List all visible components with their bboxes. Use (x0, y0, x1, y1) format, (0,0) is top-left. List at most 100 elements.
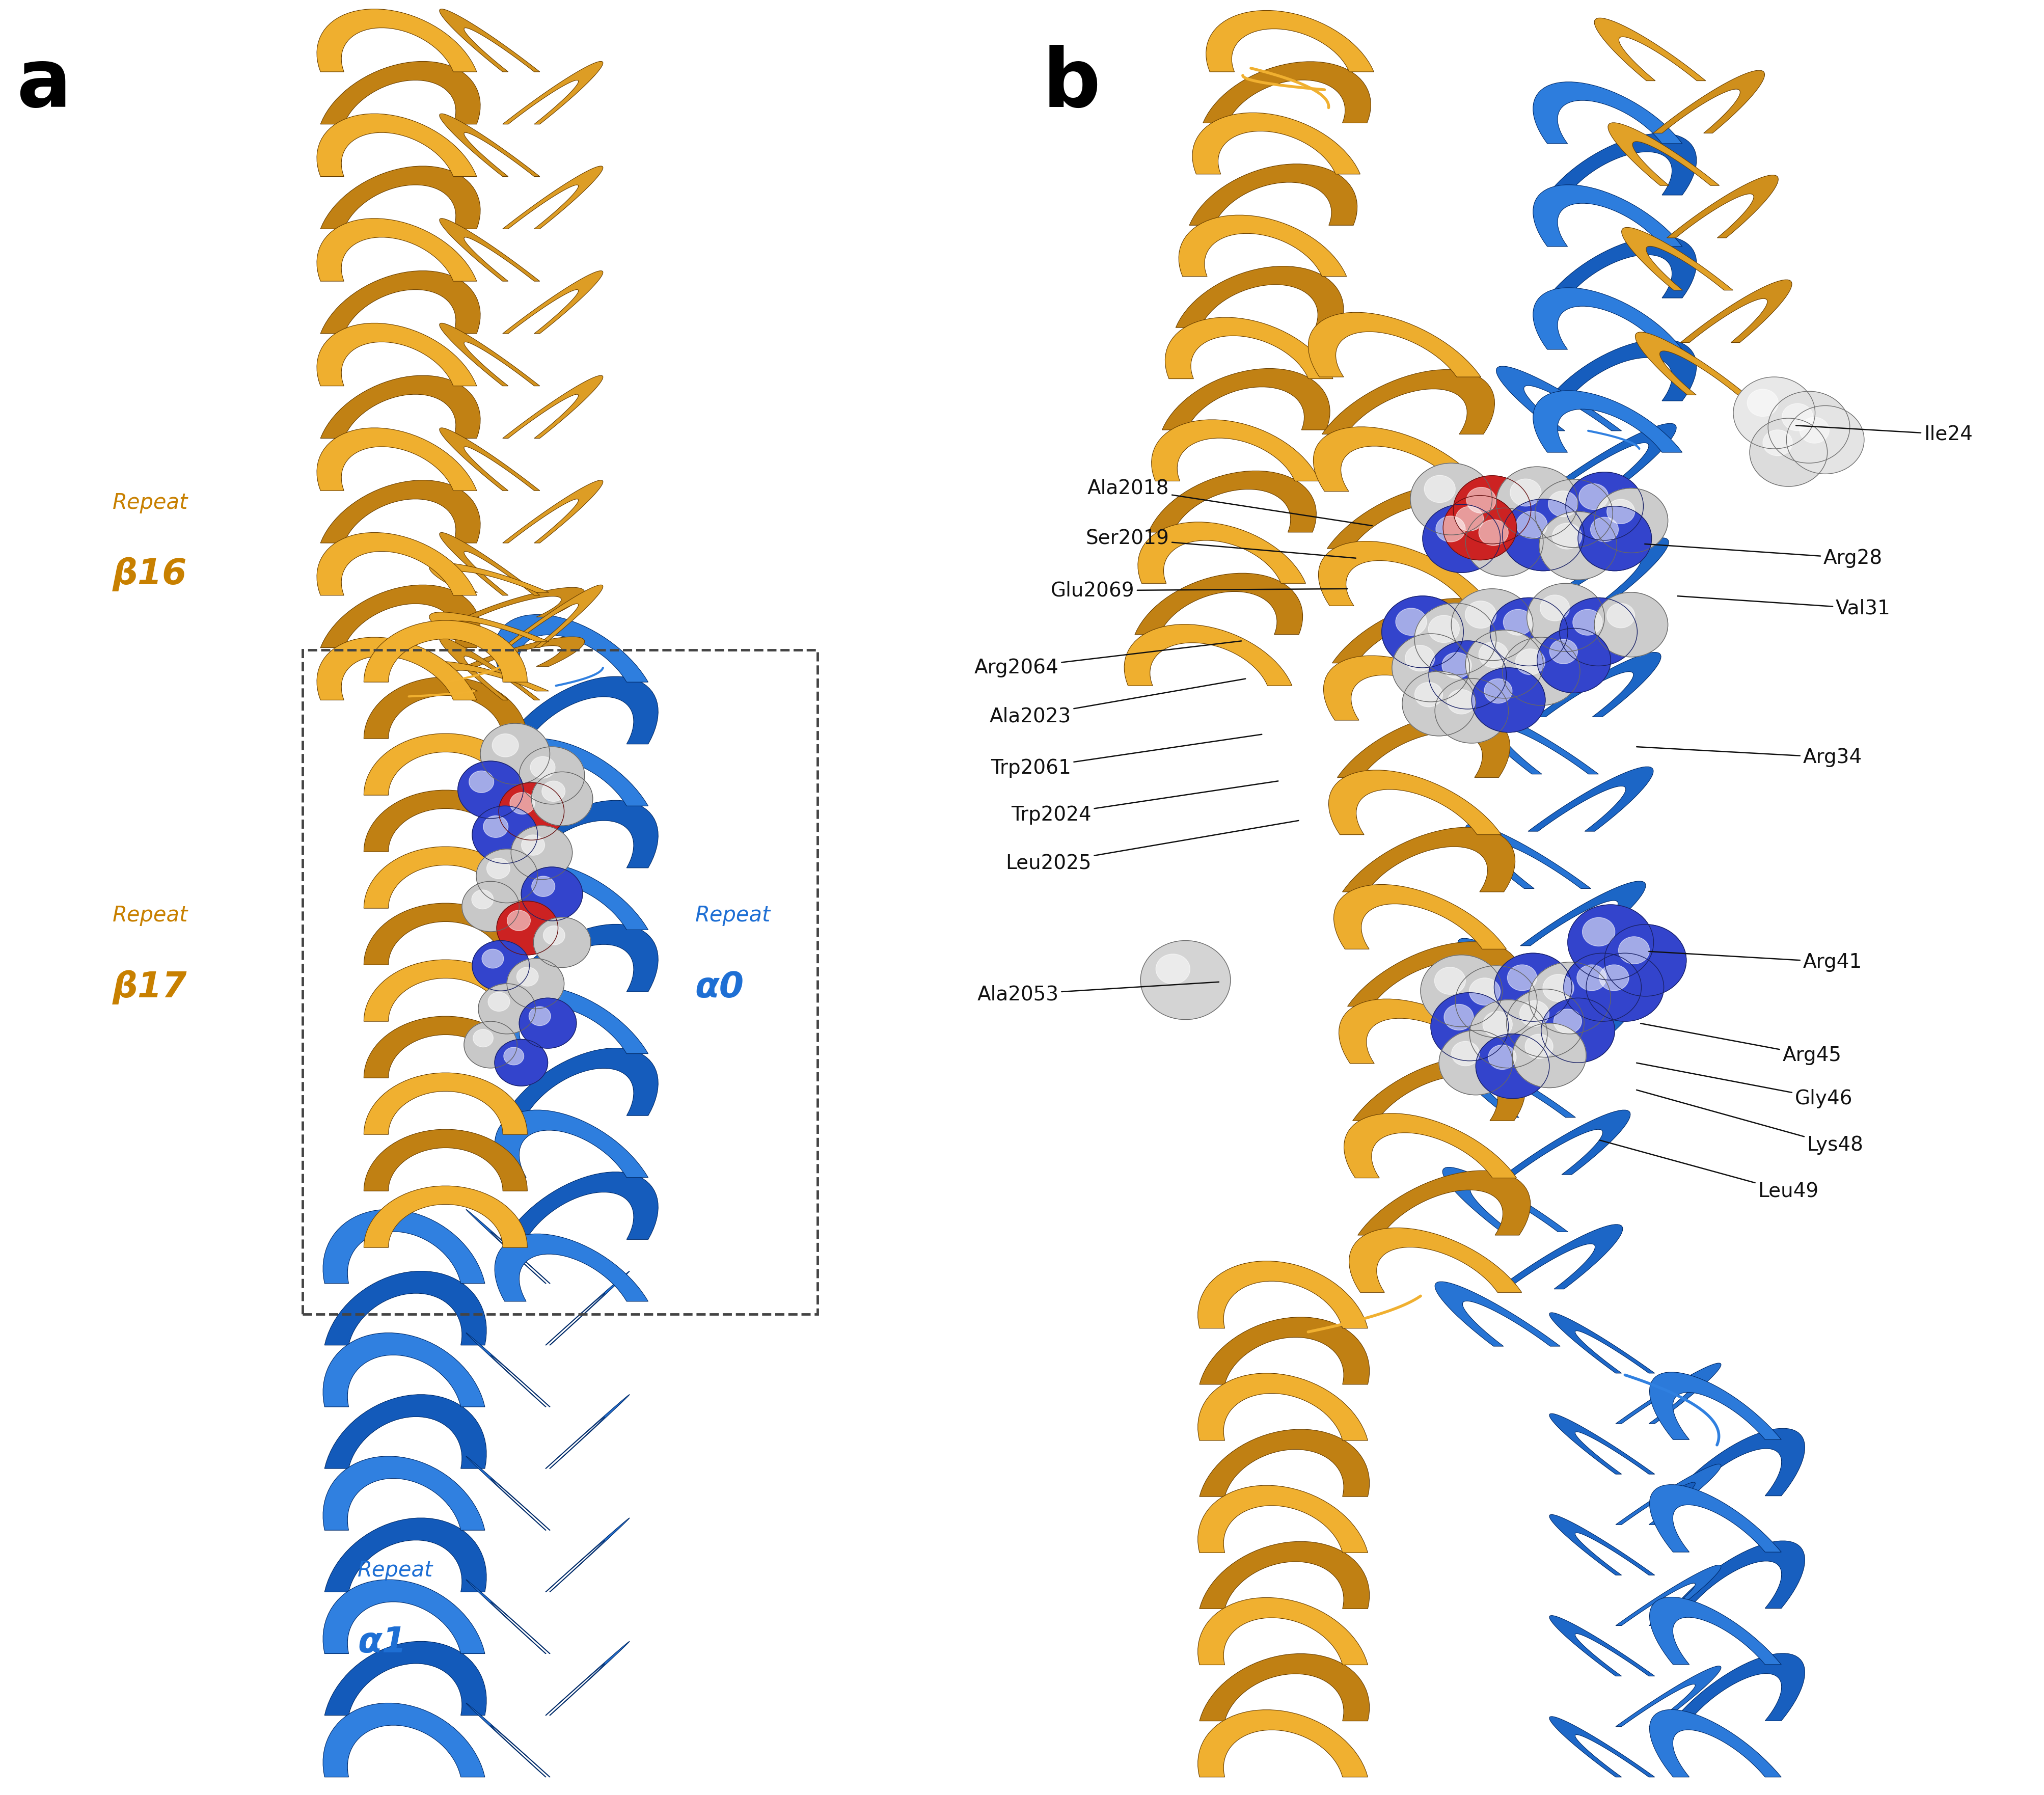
Circle shape (476, 849, 538, 903)
Polygon shape (323, 1703, 484, 1777)
Polygon shape (1474, 709, 1598, 774)
Circle shape (468, 770, 495, 793)
Polygon shape (364, 621, 527, 682)
Circle shape (497, 901, 558, 955)
Polygon shape (1206, 11, 1374, 72)
Circle shape (1421, 955, 1502, 1027)
Circle shape (1527, 583, 1605, 652)
Circle shape (1466, 601, 1496, 628)
Polygon shape (1314, 427, 1486, 492)
Text: b: b (1042, 45, 1100, 124)
Circle shape (1547, 490, 1578, 517)
Polygon shape (325, 1519, 486, 1592)
Polygon shape (1498, 1224, 1623, 1289)
Polygon shape (1650, 1484, 1780, 1553)
Text: Gly46: Gly46 (1637, 1063, 1852, 1108)
Polygon shape (546, 1271, 630, 1344)
Polygon shape (364, 1016, 527, 1077)
Circle shape (1511, 479, 1541, 506)
Circle shape (507, 959, 564, 1009)
Circle shape (519, 747, 585, 804)
Polygon shape (439, 637, 540, 700)
Polygon shape (1308, 312, 1480, 377)
Circle shape (542, 781, 564, 801)
Circle shape (1396, 609, 1427, 635)
Circle shape (509, 792, 536, 815)
Circle shape (1586, 953, 1664, 1021)
Polygon shape (495, 862, 648, 930)
Circle shape (1414, 682, 1443, 707)
Polygon shape (1335, 885, 1506, 950)
Text: Leu2025: Leu2025 (1006, 820, 1298, 872)
Polygon shape (364, 903, 527, 966)
Text: Trp2024: Trp2024 (1012, 781, 1278, 824)
Polygon shape (1198, 1598, 1367, 1666)
Circle shape (1551, 522, 1582, 549)
Circle shape (482, 815, 509, 838)
Polygon shape (323, 1334, 484, 1407)
Text: Repeat: Repeat (358, 1560, 433, 1581)
Circle shape (493, 734, 519, 757)
Polygon shape (1513, 996, 1637, 1061)
Polygon shape (1451, 1054, 1576, 1116)
Circle shape (519, 998, 576, 1048)
Polygon shape (495, 1109, 648, 1178)
Polygon shape (1192, 113, 1359, 174)
Circle shape (1607, 499, 1635, 524)
Circle shape (1425, 476, 1455, 503)
Polygon shape (1325, 655, 1496, 720)
Polygon shape (1549, 1312, 1656, 1373)
Polygon shape (321, 271, 480, 334)
Text: Arg41: Arg41 (1650, 951, 1862, 971)
Circle shape (1576, 964, 1607, 991)
Polygon shape (317, 9, 476, 72)
Text: Val31: Val31 (1678, 596, 1891, 617)
Polygon shape (495, 738, 648, 806)
Polygon shape (503, 481, 603, 542)
Circle shape (1786, 406, 1864, 474)
Polygon shape (1333, 598, 1504, 662)
Circle shape (464, 1021, 517, 1068)
Text: Ala2053: Ala2053 (977, 982, 1218, 1003)
Polygon shape (323, 1456, 484, 1529)
Polygon shape (1327, 485, 1500, 549)
Polygon shape (1339, 1000, 1511, 1063)
Circle shape (521, 867, 583, 921)
Polygon shape (466, 1334, 550, 1407)
Circle shape (1453, 476, 1531, 544)
Circle shape (1537, 628, 1611, 693)
Circle shape (1605, 924, 1686, 996)
Circle shape (529, 1007, 550, 1025)
Polygon shape (429, 612, 550, 643)
Polygon shape (317, 323, 476, 386)
Circle shape (1478, 519, 1508, 546)
Polygon shape (466, 1456, 550, 1529)
Polygon shape (317, 113, 476, 176)
Circle shape (1470, 1000, 1547, 1068)
Polygon shape (546, 1641, 630, 1716)
Circle shape (1484, 679, 1513, 704)
Circle shape (1750, 418, 1827, 486)
Polygon shape (1535, 652, 1662, 716)
Circle shape (511, 826, 572, 880)
Circle shape (1541, 998, 1615, 1063)
Polygon shape (1353, 1055, 1525, 1120)
Text: Repeat: Repeat (695, 905, 771, 926)
Polygon shape (1533, 185, 1682, 246)
Polygon shape (1343, 827, 1515, 892)
Polygon shape (503, 585, 603, 648)
Polygon shape (1347, 942, 1521, 1007)
Polygon shape (1650, 1598, 1780, 1664)
Polygon shape (1318, 542, 1490, 607)
Text: Arg2064: Arg2064 (975, 641, 1241, 677)
Circle shape (1490, 598, 1568, 666)
Circle shape (478, 984, 536, 1034)
Circle shape (507, 910, 531, 932)
Text: Trp2061: Trp2061 (991, 734, 1261, 777)
Polygon shape (317, 219, 476, 282)
Polygon shape (1680, 280, 1793, 343)
Circle shape (1439, 1030, 1513, 1095)
Polygon shape (1349, 1228, 1521, 1292)
Polygon shape (1549, 1616, 1656, 1677)
Circle shape (544, 926, 564, 944)
